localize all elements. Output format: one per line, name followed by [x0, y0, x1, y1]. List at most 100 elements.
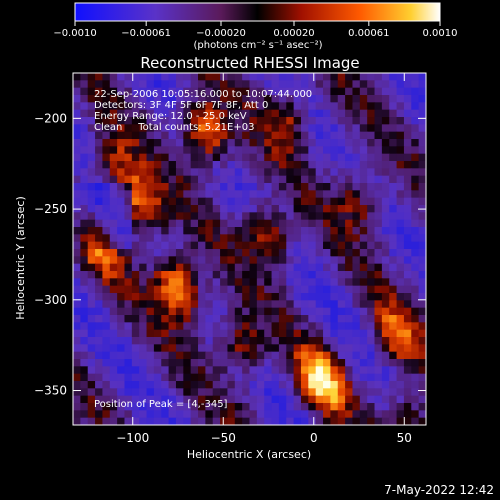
heatmap-cell — [300, 80, 309, 89]
heatmap-cell — [293, 329, 302, 338]
heatmap-cell — [359, 256, 368, 265]
heatmap-cell — [227, 168, 236, 177]
heatmap-cell — [286, 322, 295, 331]
heatmap-cell — [352, 381, 361, 389]
heatmap-cell — [109, 373, 118, 382]
heatmap-cell — [73, 278, 81, 287]
heatmap-cell — [330, 190, 339, 199]
heatmap-cell — [87, 403, 96, 411]
heatmap-cell — [264, 131, 273, 140]
heatmap-cell — [315, 205, 324, 213]
heatmap-cell — [323, 271, 331, 279]
heatmap-cell — [293, 249, 302, 257]
heatmap-cell — [87, 337, 96, 345]
heatmap-cell — [330, 256, 339, 265]
heatmap-cell — [131, 139, 140, 147]
heatmap-cell — [234, 153, 243, 162]
heatmap-cell — [168, 117, 177, 125]
heatmap-cell — [234, 146, 243, 155]
heatmap-cell — [256, 131, 265, 140]
heatmap-cell — [146, 168, 155, 177]
heatmap-cell — [359, 212, 368, 221]
heatmap-cell — [323, 351, 331, 360]
heatmap-cell — [374, 219, 383, 228]
heatmap-cell — [242, 109, 251, 118]
heatmap-cell — [153, 373, 162, 382]
heatmap-cell — [374, 117, 383, 125]
heatmap-cell — [220, 351, 229, 360]
heatmap-cell — [300, 300, 309, 309]
heatmap-cell — [190, 410, 199, 419]
heatmap-cell — [73, 124, 81, 133]
heatmap-cell — [315, 315, 324, 323]
heatmap-cell — [168, 168, 177, 177]
heatmap-cell — [323, 124, 331, 133]
heatmap-cell — [87, 109, 96, 118]
heatmap-cell — [117, 212, 126, 221]
heatmap-cell — [124, 403, 133, 411]
heatmap-cell — [198, 175, 206, 184]
heatmap-cell — [271, 403, 280, 411]
heatmap-cell — [183, 205, 192, 213]
heatmap-cell — [367, 197, 376, 206]
heatmap-cell — [80, 234, 89, 243]
heatmap-cell — [80, 219, 89, 228]
heatmap-cell — [264, 249, 273, 257]
heatmap-cell — [315, 249, 324, 257]
heatmap-cell — [109, 403, 118, 411]
heatmap-cell — [153, 285, 162, 294]
heatmap-cell — [124, 388, 133, 397]
heatmap-cell — [234, 234, 243, 243]
heatmap-cell — [381, 285, 390, 294]
heatmap-cell — [109, 87, 118, 96]
heatmap-cell — [73, 146, 81, 155]
heatmap-cell — [124, 322, 133, 331]
heatmap-cell — [73, 322, 81, 331]
heatmap-cell — [227, 263, 236, 272]
heatmap-cell — [117, 227, 126, 235]
heatmap-cell — [183, 183, 192, 191]
heatmap-cell — [323, 395, 331, 404]
heatmap-cell — [389, 337, 398, 345]
heatmap-cell — [205, 293, 214, 301]
heatmap-cell — [264, 205, 273, 213]
heatmap-cell — [249, 227, 258, 235]
heatmap-cell — [205, 410, 214, 419]
heatmap-cell — [337, 131, 346, 140]
heatmap-cell — [124, 161, 133, 169]
heatmap-cell — [315, 256, 324, 265]
heatmap-cell — [367, 80, 376, 89]
heatmap-cell — [337, 241, 346, 250]
heatmap-cell — [264, 315, 273, 323]
heatmap-cell — [220, 146, 229, 155]
heatmap-cell — [80, 168, 89, 177]
heatmap-cell — [87, 293, 96, 301]
heatmap-cell — [139, 102, 148, 111]
heatmap-cell — [198, 410, 206, 419]
heatmap-cell — [80, 373, 89, 382]
heatmap-cell — [278, 212, 287, 221]
heatmap-cell — [183, 263, 192, 272]
heatmap-cell — [95, 351, 104, 360]
heatmap-cell — [249, 212, 258, 221]
heatmap-cell — [359, 205, 368, 213]
heatmap-cell — [73, 249, 81, 257]
heatmap-cell — [198, 293, 206, 301]
heatmap-cell — [205, 139, 214, 147]
heatmap-cell — [183, 190, 192, 199]
heatmap-cell — [146, 263, 155, 272]
heatmap-cell — [381, 256, 390, 265]
heatmap-cell — [411, 146, 420, 155]
heatmap-cell — [337, 293, 346, 301]
heatmap-cell — [87, 388, 96, 397]
heatmap-cell — [242, 249, 251, 257]
heatmap-cell — [73, 161, 81, 169]
heatmap-cell — [418, 183, 426, 191]
heatmap-cell — [80, 197, 89, 206]
heatmap-cell — [131, 285, 140, 294]
heatmap-cell — [330, 80, 339, 89]
heatmap-cell — [256, 197, 265, 206]
heatmap-cell — [198, 197, 206, 206]
heatmap-cell — [396, 102, 405, 111]
heatmap-cell — [352, 131, 361, 140]
